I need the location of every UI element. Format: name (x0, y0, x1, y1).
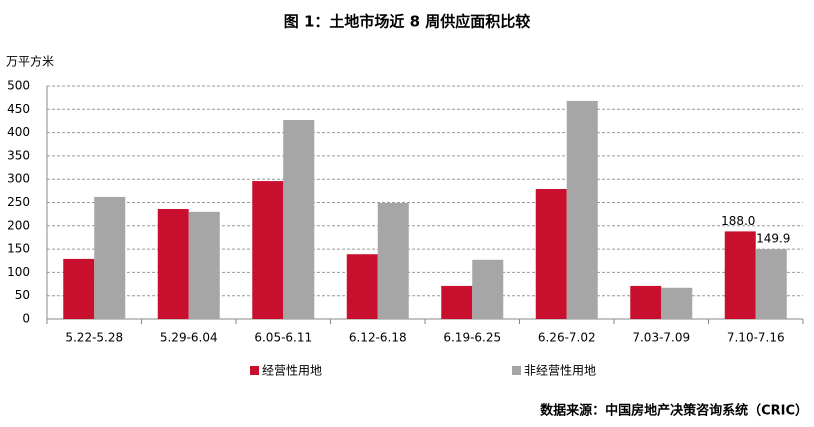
chart-title: 图 1：土地市场近 8 周供应面积比较 (284, 13, 531, 31)
bar (252, 181, 284, 319)
value-label: 149.9 (756, 232, 790, 246)
bar (661, 287, 693, 319)
bar (630, 285, 662, 319)
legend-swatch (250, 366, 259, 375)
legend-label: 经营性用地 (262, 364, 322, 378)
x-tick-label: 7.10-7.16 (727, 331, 785, 345)
y-tick-label: 350 (7, 148, 30, 162)
bar (346, 254, 378, 319)
x-tick-label: 6.19-6.25 (443, 331, 501, 345)
y-tick-label: 300 (7, 172, 30, 186)
legend-swatch (512, 366, 521, 375)
bar (724, 231, 756, 319)
bar (441, 285, 473, 319)
bar (63, 258, 95, 319)
bar (283, 120, 315, 319)
bar (472, 259, 504, 319)
x-tick-label: 6.05-6.11 (254, 331, 312, 345)
x-tick-label: 6.12-6.18 (349, 331, 407, 345)
y-tick-label: 500 (7, 79, 30, 93)
y-tick-label: 0 (22, 312, 30, 326)
y-tick-label: 150 (7, 242, 30, 256)
bar (188, 211, 220, 319)
x-tick-label: 5.29-6.04 (160, 331, 218, 345)
y-tick-label: 250 (7, 195, 30, 209)
y-tick-label: 50 (15, 288, 30, 302)
bar (535, 188, 567, 319)
y-tick-label: 100 (7, 265, 30, 279)
y-tick-label: 400 (7, 125, 30, 139)
legend-label: 非经营性用地 (524, 364, 596, 378)
bar (157, 209, 189, 319)
source: 数据来源：中国房地产决策咨询系统（CRIC） (540, 403, 808, 419)
bar (755, 249, 787, 319)
bar (377, 202, 409, 319)
bar (566, 100, 598, 319)
y-tick-label: 200 (7, 218, 30, 232)
value-label: 188.0 (721, 214, 755, 228)
x-tick-label: 5.22-5.28 (65, 331, 123, 345)
bar (94, 196, 126, 319)
x-tick-label: 6.26-7.02 (538, 331, 596, 345)
y-axis-label: 万平方米 (6, 54, 54, 69)
x-tick-label: 7.03-7.09 (632, 331, 690, 345)
y-tick-label: 450 (7, 102, 30, 116)
